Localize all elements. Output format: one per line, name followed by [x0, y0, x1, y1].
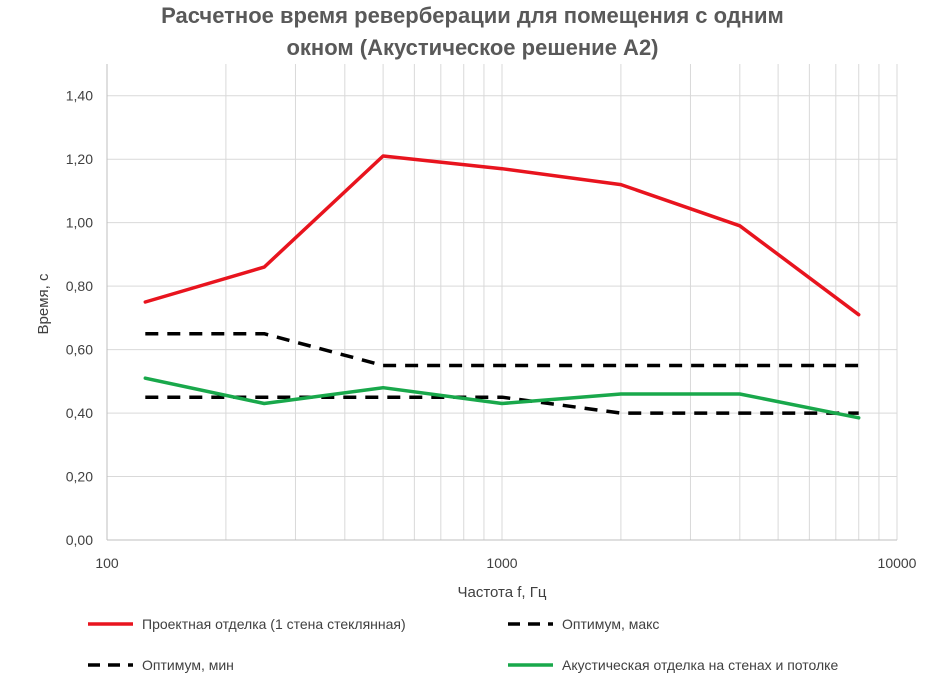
tick-labels: 0,00 0,20 0,40 0,60 0,80 1,00 1,20 1,40 100 1000 1…	[66, 88, 917, 571]
y-tick-label: 0,40	[66, 405, 93, 421]
grid-lines	[106, 64, 898, 541]
y-tick-label: 0,60	[66, 342, 93, 358]
x-tick-label: 100	[95, 555, 119, 571]
series-lines	[143, 154, 861, 420]
y-axis-title: Время, с	[35, 273, 52, 334]
y-tick-label: 1,40	[66, 88, 93, 104]
series-line-3	[145, 395, 859, 415]
x-tick-label: 10000	[878, 555, 917, 571]
y-tick-label: 0,00	[66, 532, 93, 548]
y-tick-label: 1,20	[66, 151, 93, 167]
x-axis-title: Частота f, Гц	[458, 584, 547, 601]
series-line-2	[145, 331, 859, 368]
series-line-4	[143, 376, 861, 420]
axes	[106, 64, 897, 541]
y-tick-label: 0,20	[66, 469, 93, 485]
legend-label-3: Оптимум, мин	[142, 657, 234, 673]
legend: Проектная отделка (1 стена стеклянная) Оп…	[88, 616, 838, 673]
series-line-1	[143, 154, 861, 317]
legend-label-1: Проектная отделка (1 стена стеклянная)	[142, 616, 406, 632]
legend-label-2: Оптимум, макс	[562, 616, 659, 632]
y-tick-label: 0,80	[66, 278, 93, 294]
chart-title-line-1: Расчетное время реверберации для помещен…	[161, 3, 784, 28]
x-tick-label: 1000	[486, 555, 517, 571]
chart-title: Расчетное время реверберации для помещен…	[0, 0, 945, 64]
legend-label-4: Акустическая отделка на стенах и потолке	[562, 657, 838, 673]
chart-title-line-2: окном (Акустическое решение А2)	[286, 35, 659, 60]
y-tick-label: 1,00	[66, 215, 93, 231]
